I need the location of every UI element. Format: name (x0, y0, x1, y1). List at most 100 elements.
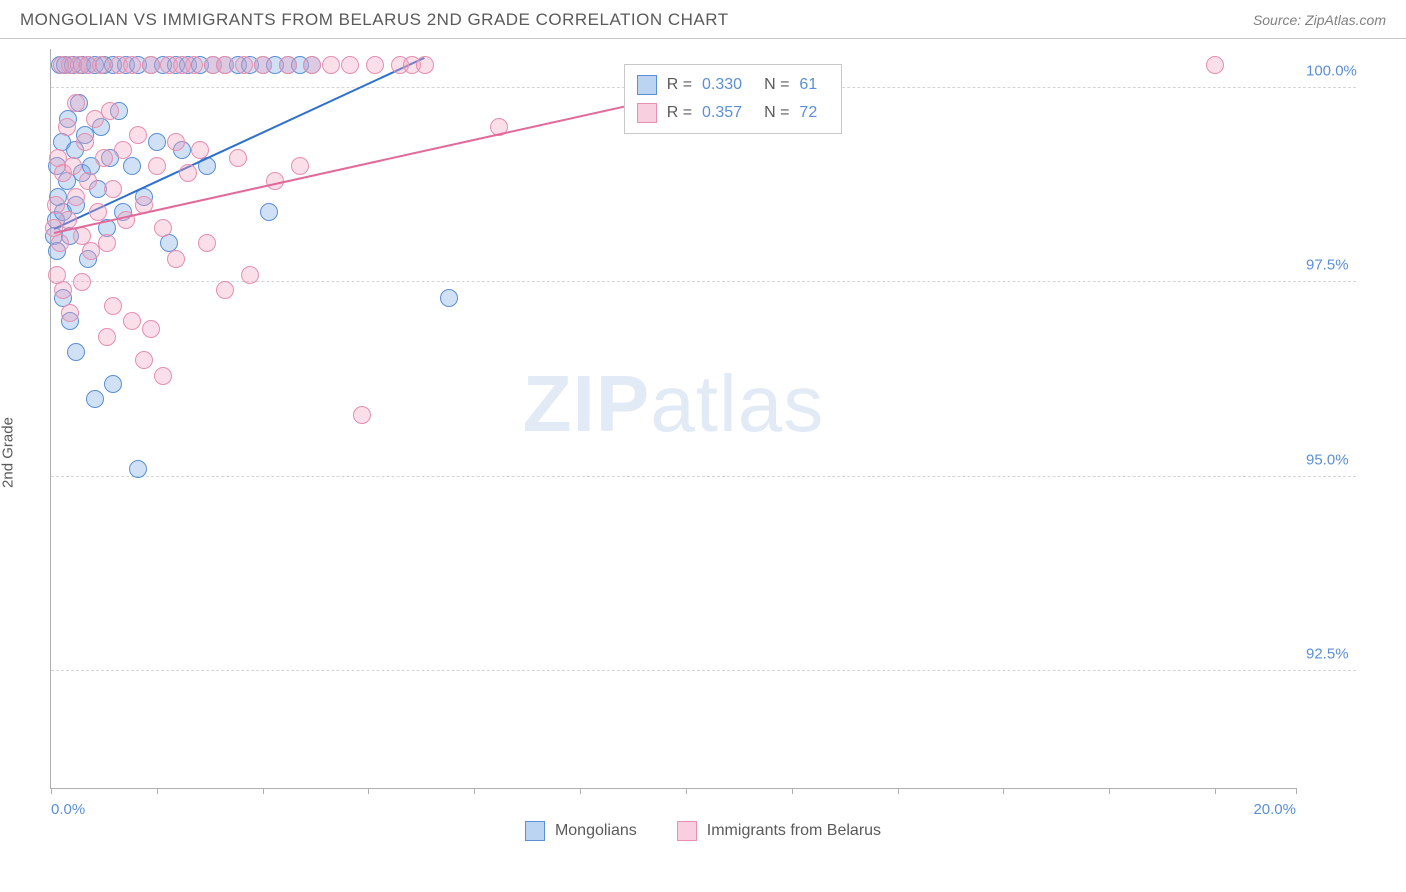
stat-label: N = (764, 71, 789, 99)
legend-item-mongolians: Mongolians (525, 821, 637, 841)
legend-item-belarus: Immigrants from Belarus (677, 821, 881, 841)
data-point (61, 304, 79, 322)
data-point (64, 157, 82, 175)
data-point (135, 351, 153, 369)
data-point (241, 266, 259, 284)
swatch-icon (637, 75, 657, 95)
data-point (89, 203, 107, 221)
data-point (47, 196, 65, 214)
data-point (322, 56, 340, 74)
data-point (54, 281, 72, 299)
stats-row: R = 0.330 N = 61 (637, 71, 830, 99)
data-point (67, 343, 85, 361)
data-point (185, 56, 203, 74)
data-point (123, 56, 141, 74)
data-point (142, 320, 160, 338)
x-tick (580, 788, 581, 794)
legend-label: Immigrants from Belarus (707, 822, 881, 840)
x-tick (157, 788, 158, 794)
data-point (101, 102, 119, 120)
x-tick (474, 788, 475, 794)
gridline (51, 476, 1356, 477)
stats-box: R = 0.330 N = 61 R = 0.357 N = 72 (624, 64, 843, 134)
data-point (98, 328, 116, 346)
data-point (167, 133, 185, 151)
data-point (58, 118, 76, 136)
data-point (129, 126, 147, 144)
data-point (229, 149, 247, 167)
y-tick-label: 100.0% (1306, 62, 1396, 79)
y-tick-label: 97.5% (1306, 257, 1396, 274)
gridline (51, 670, 1356, 671)
swatch-icon (677, 821, 697, 841)
watermark-bold: ZIP (523, 359, 650, 448)
data-point (104, 375, 122, 393)
data-point (416, 56, 434, 74)
data-point (260, 203, 278, 221)
watermark: ZIPatlas (523, 358, 824, 450)
chart-header: MONGOLIAN VS IMMIGRANTS FROM BELARUS 2ND… (0, 0, 1406, 39)
data-point (254, 56, 272, 74)
y-tick-label: 95.0% (1306, 451, 1396, 468)
data-point (303, 56, 321, 74)
data-point (148, 133, 166, 151)
data-point (104, 180, 122, 198)
data-point (179, 164, 197, 182)
data-point (154, 367, 172, 385)
data-point (67, 188, 85, 206)
plot-wrapper: 2nd Grade ZIPatlas 92.5%95.0%97.5%100.0%… (0, 39, 1406, 849)
data-point (123, 312, 141, 330)
data-point (1206, 56, 1224, 74)
data-point (353, 406, 371, 424)
watermark-light: atlas (650, 359, 824, 448)
plot-area: ZIPatlas 92.5%95.0%97.5%100.0%0.0%20.0%R… (50, 49, 1296, 789)
legend-label: Mongolians (555, 822, 637, 840)
stat-label: R = (667, 71, 692, 99)
stats-row: R = 0.357 N = 72 (637, 99, 830, 127)
x-tick (263, 788, 264, 794)
stat-n-value: 61 (799, 71, 817, 99)
y-tick-label: 92.5% (1306, 646, 1396, 663)
stat-label: R = (667, 99, 692, 127)
data-point (67, 94, 85, 112)
x-tick (368, 788, 369, 794)
data-point (167, 250, 185, 268)
data-point (148, 157, 166, 175)
data-point (79, 172, 97, 190)
data-point (92, 56, 110, 74)
x-tick (1003, 788, 1004, 794)
swatch-icon (525, 821, 545, 841)
data-point (98, 234, 116, 252)
data-point (198, 234, 216, 252)
x-tick-label: 20.0% (1253, 801, 1296, 818)
stat-r-value: 0.330 (702, 71, 742, 99)
data-point (86, 390, 104, 408)
x-tick (1296, 788, 1297, 794)
stat-r-value: 0.357 (702, 99, 742, 127)
x-tick (686, 788, 687, 794)
trend-line (54, 57, 425, 230)
data-point (51, 234, 69, 252)
x-tick (898, 788, 899, 794)
stat-label: N = (764, 99, 789, 127)
data-point (235, 56, 253, 74)
data-point (440, 289, 458, 307)
data-point (76, 133, 94, 151)
chart-title: MONGOLIAN VS IMMIGRANTS FROM BELARUS 2ND… (20, 10, 729, 30)
legend: Mongolians Immigrants from Belarus (0, 821, 1406, 841)
stat-n-value: 72 (799, 99, 817, 127)
x-tick (51, 788, 52, 794)
data-point (341, 56, 359, 74)
data-point (95, 149, 113, 167)
data-point (216, 56, 234, 74)
data-point (366, 56, 384, 74)
y-axis-label: 2nd Grade (0, 417, 17, 488)
data-point (191, 141, 209, 159)
data-point (123, 157, 141, 175)
swatch-icon (637, 103, 657, 123)
x-tick-label: 0.0% (51, 801, 85, 818)
data-point (142, 56, 160, 74)
data-point (114, 141, 132, 159)
data-point (104, 297, 122, 315)
chart-source: Source: ZipAtlas.com (1253, 12, 1386, 28)
